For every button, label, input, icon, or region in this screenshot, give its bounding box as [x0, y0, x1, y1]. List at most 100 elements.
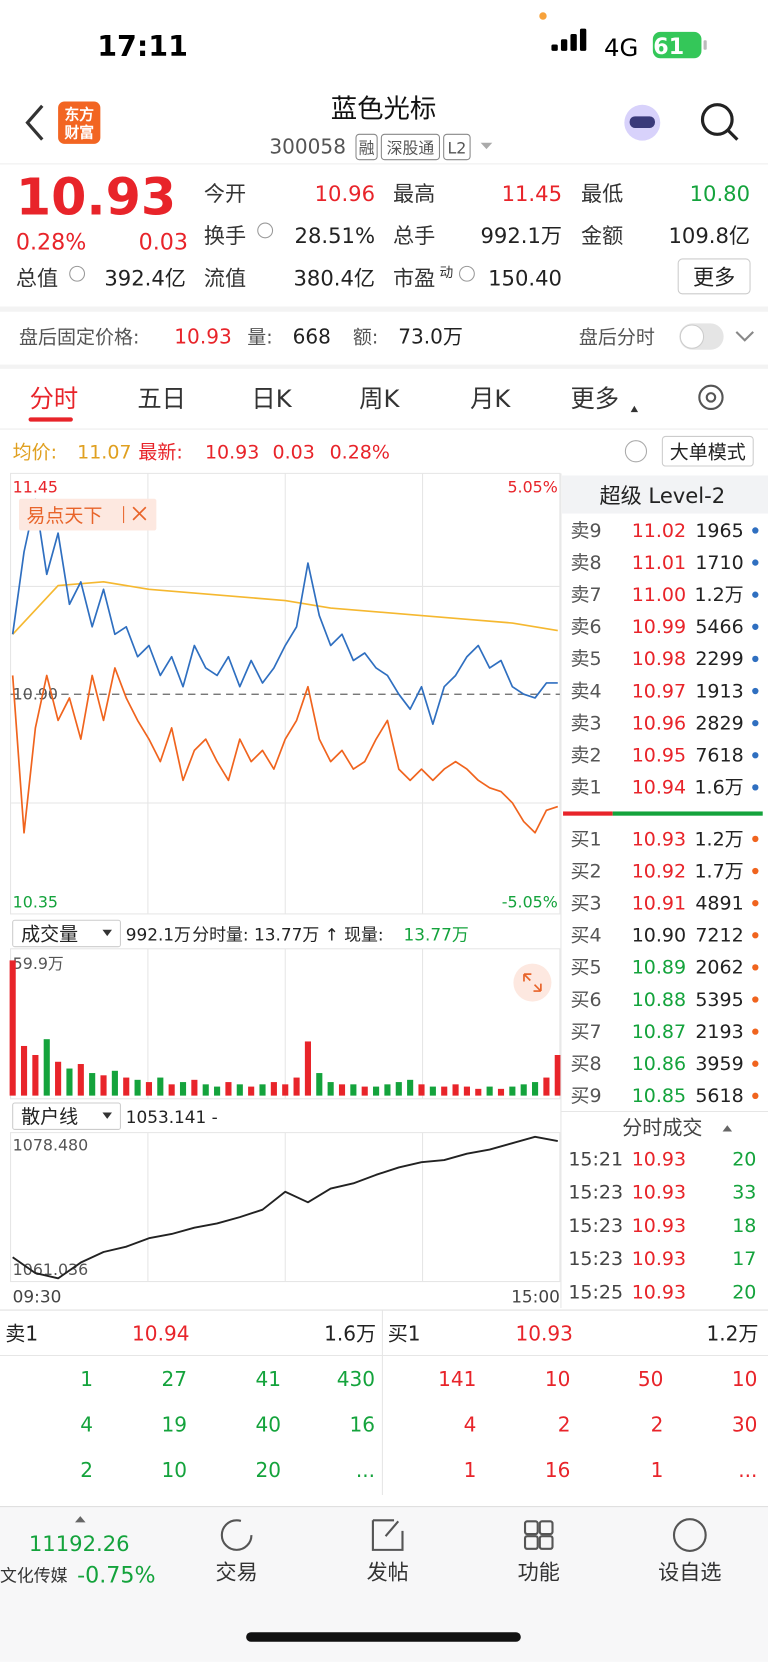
settings-core [705, 392, 717, 403]
mode-button[interactable] [661, 435, 754, 467]
mode-label[interactable]: 大单模式 [670, 442, 746, 464]
selector-arrow [102, 1112, 112, 1119]
field-sup: 动 [439, 265, 453, 281]
network: 4G [604, 33, 638, 62]
nav-item[interactable]: 发帖 [367, 1559, 409, 1584]
volume-label[interactable]: 成交量 [21, 923, 78, 945]
tab-indicator [28, 417, 73, 422]
sector-change[interactable]: -0.75% [77, 1563, 155, 1589]
tab[interactable]: 分时 [30, 384, 79, 413]
book-order: 41 [255, 1367, 281, 1391]
book-order: 2 [651, 1413, 664, 1437]
level-dot [752, 719, 759, 727]
field-value: 11.45 [502, 181, 562, 206]
volume-bar [304, 1041, 311, 1096]
level-price: 11.01 [632, 552, 686, 574]
tag-close[interactable] [132, 506, 147, 521]
settings-icon[interactable] [698, 384, 724, 411]
level-price: 10.95 [632, 745, 686, 767]
stock-tag-label[interactable]: 易点天下 [26, 505, 102, 527]
stock-tag[interactable] [19, 498, 157, 531]
level-volume: 2299 [695, 648, 743, 670]
sector-name[interactable]: 文化传媒 [0, 1566, 68, 1586]
y-tick-label: 10.35 [13, 893, 58, 912]
retail-tick-label: 1078.480 [13, 1136, 89, 1155]
book-order: 1 [80, 1367, 93, 1391]
y-tick-label: 10.90 [13, 684, 58, 703]
volume-bar [157, 1077, 164, 1096]
level-dot [752, 1060, 759, 1067]
book-order: 1 [651, 1458, 664, 1482]
trade-time: 15:23 [568, 1248, 623, 1270]
book-order: 50 [638, 1367, 664, 1391]
level-label: 买1 [570, 828, 601, 850]
trade-volume: 20 [732, 1281, 756, 1303]
level-price: 10.92 [632, 860, 686, 882]
volume-bar [248, 1086, 255, 1096]
volume-bar [179, 1082, 187, 1096]
level-dot [752, 527, 759, 534]
stock-code: 300058 [269, 134, 346, 158]
tag: 深股通 [387, 138, 435, 157]
selector-arrow [102, 929, 112, 937]
level-dot [752, 932, 759, 939]
volume-bar [463, 1086, 470, 1096]
index-value[interactable]: 11192.26 [29, 1531, 130, 1556]
book-order: 430 [337, 1367, 375, 1391]
volume-bar [55, 1061, 62, 1096]
tab[interactable]: 日K [251, 384, 292, 413]
signal-bar [551, 44, 558, 51]
nav-item[interactable]: 交易 [216, 1559, 258, 1584]
price-line [12, 1135, 558, 1280]
last-price: 10.93 [16, 168, 176, 227]
volume-total: 992.1万 [126, 924, 191, 944]
level-volume: 7618 [695, 745, 743, 767]
level-price: 10.96 [632, 712, 686, 734]
volume-bar [168, 1084, 175, 1096]
dropdown [480, 142, 493, 150]
balance-bar-green [612, 811, 763, 816]
tab[interactable]: 五日 [137, 384, 186, 413]
trade-price: 10.93 [632, 1215, 686, 1237]
more-label[interactable]: 更多 [693, 264, 735, 289]
home-indicator [246, 1632, 521, 1642]
level-dot [752, 623, 759, 630]
volume-bar [270, 1082, 277, 1096]
volume-bar [214, 1086, 221, 1096]
trade-price: 10.93 [632, 1248, 686, 1270]
help-icon[interactable] [624, 440, 648, 463]
after-hours-price: 10.93 [174, 324, 231, 348]
field-value: 992.1万 [480, 223, 562, 248]
level2-header [562, 475, 768, 514]
info-icon [459, 265, 475, 282]
expand-button[interactable] [513, 963, 552, 1002]
volume-bar [9, 960, 16, 1096]
tab[interactable]: 更多 [570, 384, 619, 413]
more-button[interactable] [677, 258, 751, 295]
volume-current: 13.77万 [404, 924, 469, 944]
back-button[interactable] [25, 104, 44, 141]
last-label: 最新: [138, 442, 182, 464]
avg-label: 均价: [13, 442, 57, 464]
level-price: 10.88 [632, 989, 686, 1011]
tag-box [355, 133, 378, 161]
search-icon[interactable] [700, 103, 734, 136]
level-volume: 4891 [695, 892, 743, 914]
tab[interactable]: 月K [470, 384, 511, 413]
price-line [12, 580, 558, 635]
volume-selector[interactable] [12, 919, 121, 948]
level-volume: 5395 [695, 989, 743, 1011]
tab[interactable]: 周K [359, 384, 400, 413]
volume-bar [497, 1088, 505, 1096]
retail-label[interactable]: 散户线 [21, 1106, 78, 1128]
volume-bar [475, 1088, 482, 1096]
nav-item[interactable]: 功能 [518, 1559, 560, 1584]
level-label: 卖7 [570, 584, 601, 606]
book-order: 1 [464, 1458, 477, 1482]
retail-selector[interactable] [12, 1102, 121, 1130]
trade-volume: 20 [732, 1148, 756, 1170]
volume-bar [350, 1084, 357, 1096]
nav-item[interactable]: 设自选 [658, 1559, 721, 1584]
retail-tick-label: 1061.036 [13, 1260, 89, 1279]
level-dot [752, 964, 759, 971]
